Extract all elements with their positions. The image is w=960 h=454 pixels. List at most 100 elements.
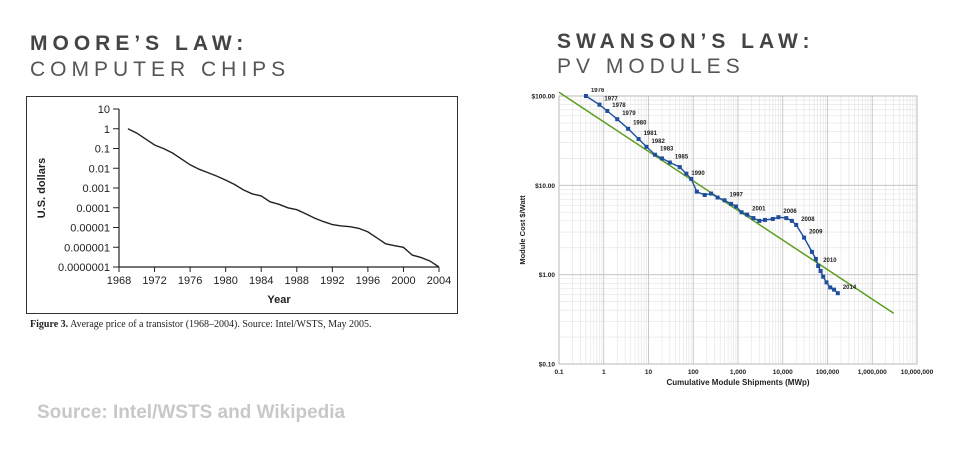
year-annotation: 1990: [691, 171, 705, 177]
y-axis-label: U.S. dollars: [36, 158, 48, 219]
data-point: [694, 189, 699, 194]
y-tick-label: $10.00: [535, 183, 555, 190]
x-tick-label: 1: [602, 369, 606, 376]
year-annotation: 2001: [752, 207, 766, 213]
x-tick-label: 1,000,000: [858, 369, 887, 376]
data-point: [677, 165, 682, 170]
data-point: [762, 217, 767, 222]
x-tick-label: 1972: [142, 275, 166, 287]
data-point: [794, 222, 799, 227]
y-tick-label: 0.000001: [64, 242, 110, 254]
y-tick-label: 0.01: [89, 163, 110, 175]
x-tick-label: 1988: [285, 275, 309, 287]
data-point: [653, 152, 658, 157]
data-point: [832, 287, 837, 292]
transistor-price-line: [127, 128, 440, 268]
x-tick-label: 2000: [391, 275, 415, 287]
year-annotation: 1978: [612, 103, 626, 109]
data-point: [659, 156, 664, 161]
x-tick-label: 0.1: [554, 369, 563, 376]
data-point: [818, 268, 823, 273]
y-tick-label: 10: [98, 104, 110, 116]
y-axis-label: Module Cost $/Watt: [518, 195, 527, 265]
y-tick-label: $1.00: [539, 272, 556, 279]
y-tick-label: 0.00001: [70, 223, 110, 235]
y-tick-label: 0.1: [95, 144, 110, 156]
moores-law-subtitle: COMPUTER CHIPS: [30, 58, 291, 81]
x-tick-label: 10: [645, 369, 653, 376]
data-point: [757, 218, 762, 223]
data-point: [684, 171, 689, 176]
year-annotation: 1979: [622, 111, 636, 117]
year-annotation: 1980: [633, 121, 647, 127]
year-annotation: 2014: [843, 285, 857, 291]
data-point: [709, 191, 714, 196]
year-annotation: 1997: [730, 192, 744, 198]
data-point: [802, 235, 807, 240]
x-tick-label: 1980: [213, 275, 237, 287]
y-tick-label: 0.001: [82, 183, 110, 195]
swansons-law-chart: 0.1 1 10 100 1,000 10,000 100,000 1,000,000 10,0…: [518, 88, 934, 387]
x-tick-label: 1968: [107, 275, 131, 287]
x-tick-label: 1992: [320, 275, 344, 287]
data-point: [729, 201, 734, 206]
year-annotation: 1982: [651, 139, 665, 145]
year-annotation: 2008: [801, 217, 815, 223]
year-annotation: 2006: [783, 209, 797, 215]
x-tick-label: 100: [688, 369, 699, 376]
source-note: Source: Intel/WSTS and Wikipedia: [37, 402, 346, 423]
data-point: [739, 210, 744, 215]
year-annotation: 1981: [644, 131, 658, 137]
year-annotation: 2010: [823, 258, 837, 264]
year-annotation: 2009: [809, 230, 823, 236]
x-axis-label: Cumulative Module Shipments (MWp): [666, 378, 809, 387]
data-point: [615, 117, 620, 122]
x-tick-label: 10,000: [773, 369, 793, 376]
y-tick-label: $100.00: [532, 94, 556, 101]
data-point: [689, 176, 694, 181]
module-cost-line: [585, 95, 839, 294]
x-tick-label: 10,000,000: [901, 369, 934, 376]
data-point: [667, 160, 672, 165]
data-point: [770, 216, 775, 221]
moores-law-chart-frame: 10 1 0.1 0.01 0.001 0.0001 0.00001 0.000001 0.00…: [26, 96, 458, 314]
swansons-law-subtitle: PV MODULES: [557, 55, 745, 78]
data-point: [784, 216, 789, 221]
x-tick-label: 1996: [356, 275, 380, 287]
x-tick-label: 2004: [427, 275, 451, 287]
data-point: [809, 249, 814, 254]
x-tick-label: 1984: [249, 275, 273, 287]
data-point: [816, 264, 821, 269]
moores-law-chart: 10 1 0.1 0.01 0.001 0.0001 0.00001 0.000001 0.00…: [36, 104, 451, 306]
data-point: [597, 102, 602, 107]
y-tick-label: 0.0000001: [58, 262, 110, 274]
x-tick-label: 1,000: [730, 369, 747, 376]
x-tick-label: 1976: [178, 275, 202, 287]
data-point: [722, 198, 727, 203]
data-point: [745, 212, 750, 217]
data-point: [776, 215, 781, 220]
figure-caption-text: Average price of a transistor (1968–2004…: [68, 319, 372, 330]
swansons-law-title: SWANSON’S LAW:: [557, 30, 815, 53]
y-tick-label: 0.0001: [76, 203, 110, 215]
x-tick-label: 100,000: [816, 369, 840, 376]
data-point: [636, 137, 641, 142]
year-annotation: 1977: [604, 97, 618, 103]
data-point: [715, 195, 720, 200]
moores-law-title: MOORE’S LAW:: [30, 32, 249, 55]
figure-caption: Figure 3. Average price of a transistor …: [30, 319, 372, 330]
data-point: [835, 291, 840, 296]
data-point: [813, 256, 818, 261]
data-point: [828, 285, 833, 290]
year-annotation: 1976: [591, 88, 605, 94]
data-point: [733, 204, 738, 209]
y-tick-label: 1: [104, 124, 110, 136]
data-point: [626, 126, 631, 131]
year-annotation: 1983: [660, 147, 674, 153]
data-point: [644, 144, 649, 149]
data-point: [789, 218, 794, 223]
figure-caption-label: Figure 3.: [30, 319, 69, 330]
data-point: [821, 274, 826, 279]
data-point: [751, 216, 756, 221]
year-annotation: 1985: [675, 155, 689, 161]
